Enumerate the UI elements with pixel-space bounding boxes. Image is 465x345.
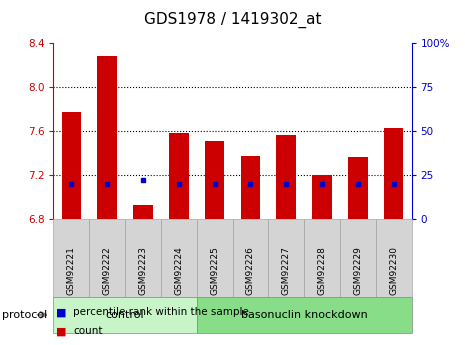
Text: count: count: [73, 326, 103, 336]
Bar: [312, 175, 332, 219]
Text: GSM92229: GSM92229: [353, 246, 362, 295]
Text: basonuclin knockdown: basonuclin knockdown: [241, 310, 367, 320]
Text: GSM92222: GSM92222: [103, 246, 112, 295]
Text: GSM92223: GSM92223: [139, 246, 147, 295]
Text: GSM92224: GSM92224: [174, 246, 183, 295]
Bar: [348, 157, 368, 219]
Text: GSM92227: GSM92227: [282, 246, 291, 295]
Text: GSM92221: GSM92221: [67, 246, 76, 295]
Bar: [240, 156, 260, 219]
Text: percentile rank within the sample: percentile rank within the sample: [73, 307, 249, 317]
Text: ■: ■: [56, 326, 66, 336]
Bar: [384, 128, 404, 219]
Text: control: control: [106, 310, 145, 320]
Text: GDS1978 / 1419302_at: GDS1978 / 1419302_at: [144, 12, 321, 28]
Bar: [276, 136, 296, 219]
Bar: [61, 112, 81, 219]
Text: ■: ■: [56, 307, 66, 317]
Bar: [205, 141, 225, 219]
Bar: [169, 133, 189, 219]
Bar: [133, 205, 153, 219]
Text: GSM92226: GSM92226: [246, 246, 255, 295]
Text: GSM92230: GSM92230: [389, 246, 398, 295]
Text: protocol: protocol: [2, 310, 47, 320]
Text: GSM92225: GSM92225: [210, 246, 219, 295]
Bar: [97, 56, 117, 219]
Text: GSM92228: GSM92228: [318, 246, 326, 295]
